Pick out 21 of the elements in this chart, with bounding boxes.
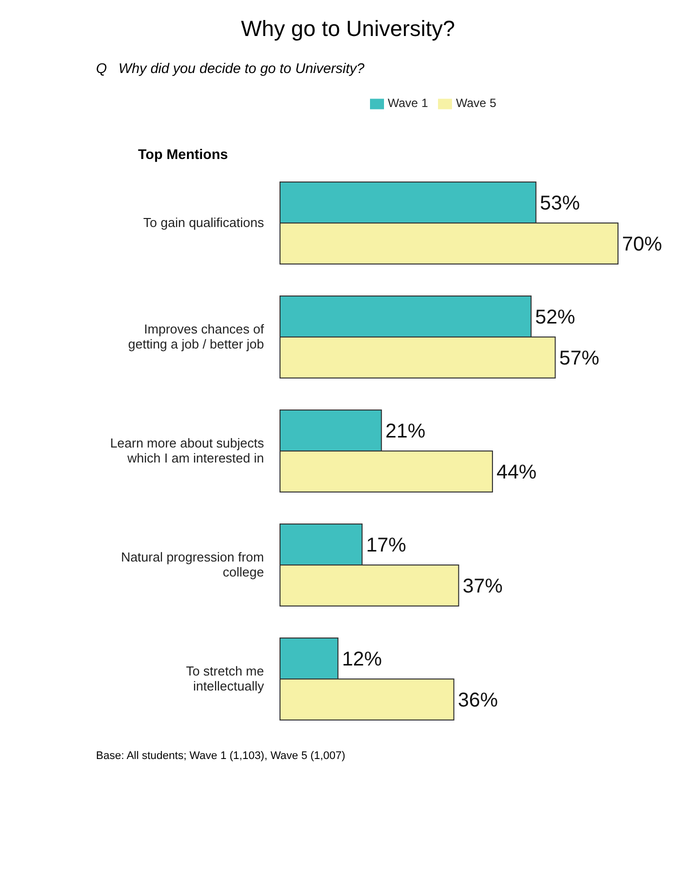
legend-label: Wave 5 xyxy=(456,96,496,110)
y-tick-label: Learn more about subjects which I am interested in xyxy=(110,436,264,466)
data-label: 52% xyxy=(535,306,576,328)
data-label: 17% xyxy=(366,534,406,556)
text: Base: All students; Wave 1 (1,103), Wave 5 (1,007) xyxy=(96,750,346,762)
data-label: 12% xyxy=(342,648,382,670)
data-label: 44% xyxy=(496,461,537,484)
chart-subtitle: Q Why did you decide to go to University? xyxy=(96,60,366,76)
y-tick-label: To stretch me intellectually xyxy=(186,664,264,694)
data-label: 21% xyxy=(385,420,426,442)
chart-title: Why go to University? xyxy=(240,15,456,42)
y-tick-label: To gain qualifications xyxy=(143,215,264,230)
y-tick-label: Improves chances of getting a job / better job xyxy=(128,322,264,352)
data-label: 37% xyxy=(462,575,503,598)
data-label: 57% xyxy=(559,347,600,370)
data-label: 53% xyxy=(540,192,580,214)
y-tick-label: Natural progression from college xyxy=(120,550,264,580)
text: Top Mentions xyxy=(138,146,228,162)
legend-label: Wave 1 xyxy=(388,96,428,110)
data-label: 70% xyxy=(622,233,662,256)
data-label: 36% xyxy=(458,689,498,712)
